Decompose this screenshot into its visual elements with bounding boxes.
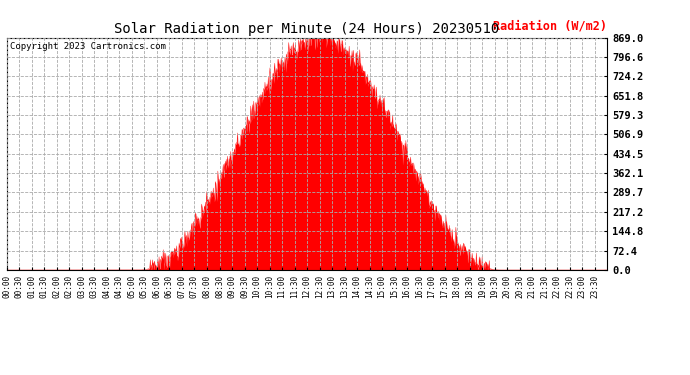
Text: Radiation (W/m2): Radiation (W/m2) [493, 20, 607, 33]
Title: Solar Radiation per Minute (24 Hours) 20230510: Solar Radiation per Minute (24 Hours) 20… [115, 22, 500, 36]
Text: Copyright 2023 Cartronics.com: Copyright 2023 Cartronics.com [10, 42, 166, 51]
